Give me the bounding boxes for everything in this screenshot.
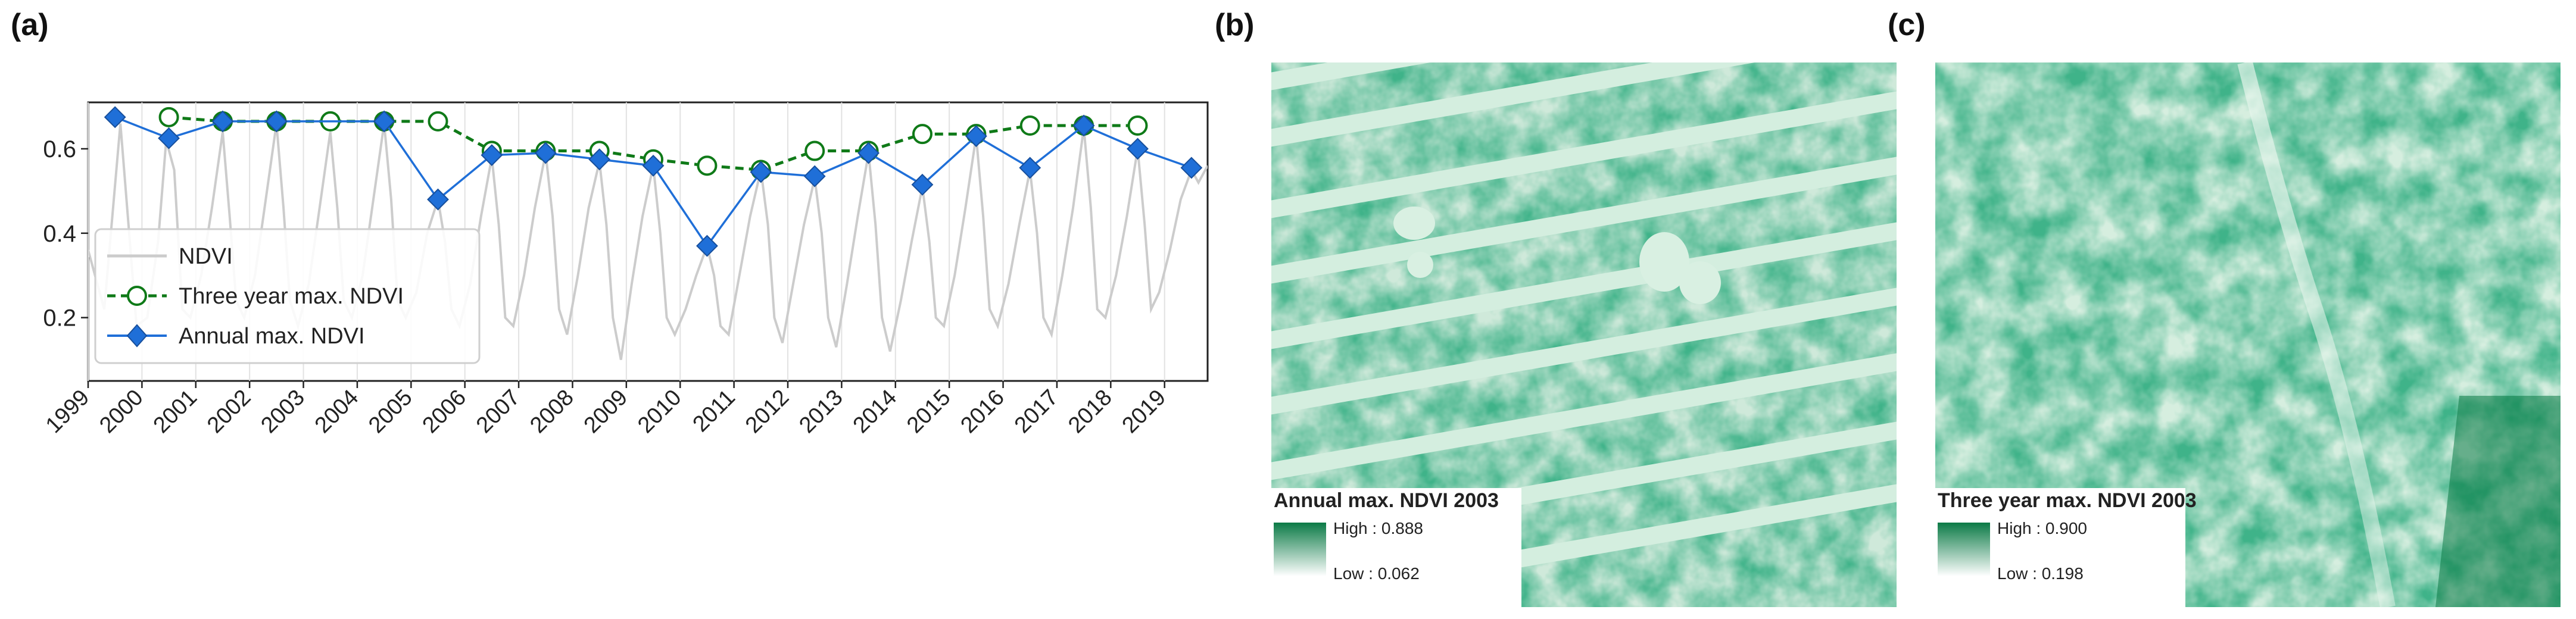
chart-legend: NDVI Three year max. NDVI Annual max. ND…	[94, 228, 481, 364]
annual-point-1	[158, 127, 180, 149]
three-year-point-18	[1127, 115, 1148, 136]
annual-point-9	[588, 148, 611, 171]
three-year-point-12	[804, 140, 825, 161]
annual-point-3	[265, 110, 288, 133]
x-tick-label-2012: 2012	[741, 385, 794, 438]
three-year-map-legend: Three year max. NDVI 2003 High : 0.900 L…	[1935, 488, 2197, 607]
annual-point-10	[642, 154, 665, 177]
scan-gap-6	[1271, 353, 1897, 480]
annual-legend-title: Annual max. NDVI 2003	[1274, 489, 1499, 512]
x-tick-label-2005: 2005	[364, 385, 417, 438]
x-tick-label-2013: 2013	[794, 385, 847, 438]
y-tick-label-0.6: 0.6	[43, 136, 76, 162]
ndvi-time-series-chart: 1999 2000 2001 2002 2003 2004 2005 2006 2007 2008…	[41, 101, 1209, 438]
annual-legend-low: Low : 0.062	[1333, 564, 1420, 583]
three-year-point-10	[697, 155, 718, 176]
annual-point-20	[1180, 157, 1203, 179]
three-year-max-ndvi-map: Three year max. NDVI 2003 High : 0.900 L…	[1935, 62, 2561, 607]
annual-line	[114, 116, 1192, 248]
three-year-legend-title: Three year max. NDVI 2003	[1938, 489, 2197, 512]
scan-gap-3	[1271, 157, 1897, 284]
annual-point-12	[750, 161, 772, 183]
dense-vegetation-area	[2435, 396, 2561, 607]
x-tick-label-2004: 2004	[310, 385, 363, 438]
legend-box	[94, 228, 481, 364]
panel-label-c: (c)	[1888, 8, 1926, 42]
annual-point-16	[965, 125, 987, 148]
legend-annual-marker	[126, 324, 148, 348]
x-tick-label-2007: 2007	[472, 385, 525, 438]
three-year-point-14	[912, 124, 933, 145]
panel-label-b: (b)	[1215, 8, 1255, 42]
annual-point-2	[211, 110, 234, 133]
annual-max-ndvi-map: Annual max. NDVI 2003 High : 0.888 Low :…	[1271, 62, 1897, 607]
cloud-gap-4	[1679, 261, 1721, 304]
x-tick-label-2001: 2001	[149, 385, 202, 438]
annual-point-14	[857, 142, 880, 164]
x-tick-label-1999: 1999	[41, 385, 94, 438]
x-tick-label-2008: 2008	[525, 385, 578, 438]
legend-three-year-marker	[127, 286, 147, 306]
annual-legend-ramp	[1274, 523, 1326, 576]
scan-line-gaps	[1271, 62, 1897, 607]
cloud-gap-2	[1407, 252, 1433, 278]
scan-gap-2	[1271, 91, 1897, 218]
x-tick-label-2000: 2000	[95, 385, 148, 438]
annual-point-19	[1127, 137, 1149, 160]
x-tick-label-2010: 2010	[633, 385, 686, 438]
three-year-legend-high: High : 0.900	[1997, 519, 2087, 537]
river-feature	[2237, 62, 2396, 607]
legend-ndvi-label: NDVI	[179, 244, 233, 269]
annual-point-5	[373, 110, 395, 133]
x-tick-label-2011: 2011	[688, 385, 740, 437]
x-tick-label-2009: 2009	[579, 385, 632, 438]
annual-point-18	[1072, 114, 1095, 137]
three-year-legend-ramp	[1938, 523, 1990, 576]
annual-map-legend: Annual max. NDVI 2003 High : 0.888 Low :…	[1271, 488, 1521, 607]
three-year-point-16	[1019, 115, 1040, 136]
three-year-legend-low: Low : 0.198	[1997, 564, 2084, 583]
x-tick-label-2006: 2006	[418, 385, 471, 438]
x-tick-label-2015: 2015	[902, 385, 955, 438]
x-tick-label-2002: 2002	[202, 385, 255, 438]
scan-gap-5	[1271, 287, 1897, 415]
annual-point-8	[534, 142, 557, 164]
x-tick-label-2016: 2016	[956, 385, 1009, 438]
annual-series	[104, 106, 1203, 257]
annual-point-17	[1019, 157, 1041, 179]
annual-point-15	[911, 173, 934, 196]
annual-legend-high: High : 0.888	[1333, 519, 1423, 537]
annual-point-11	[696, 235, 718, 257]
cloud-gap-1	[1393, 207, 1435, 240]
x-tick-label-2003: 2003	[256, 385, 309, 438]
y-tick-label-0.2: 0.2	[43, 305, 76, 332]
legend-three-year-label: Three year max. NDVI	[179, 284, 404, 309]
x-tick-label-2019: 2019	[1118, 385, 1171, 438]
x-tick-label-2017: 2017	[1010, 385, 1063, 438]
scan-gap-4	[1271, 222, 1897, 349]
x-tick-label-2018: 2018	[1064, 385, 1117, 438]
x-tick-label-2014: 2014	[849, 385, 902, 438]
annual-point-0	[104, 106, 126, 129]
legend-annual-label: Annual max. NDVI	[179, 324, 365, 349]
annual-point-6	[427, 188, 449, 211]
three-year-point-0	[158, 107, 179, 127]
annual-point-7	[481, 144, 503, 167]
annual-point-13	[803, 165, 826, 187]
cloud-gap-3	[1639, 232, 1689, 292]
y-tick-label-0.4: 0.4	[43, 221, 76, 247]
panel-label-a: (a)	[11, 8, 49, 42]
three-year-point-5	[428, 111, 448, 132]
